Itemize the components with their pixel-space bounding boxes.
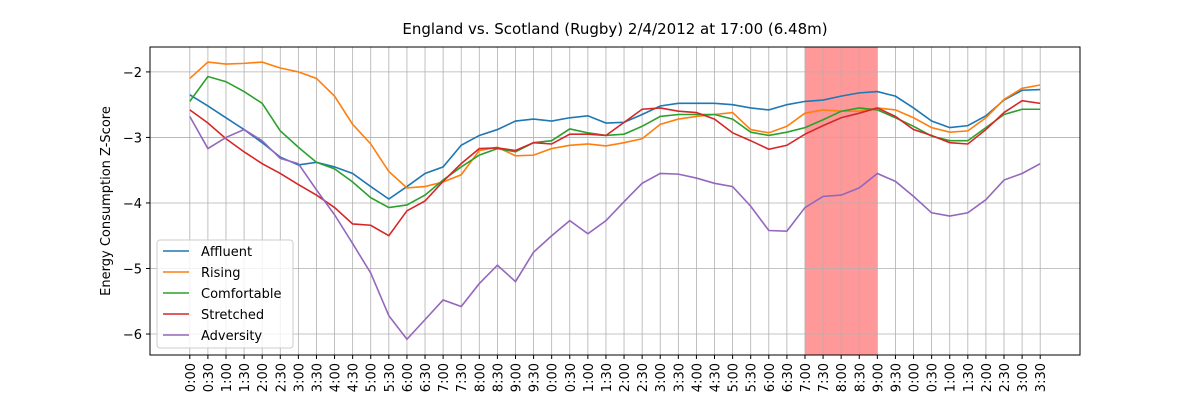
x-tick-label: 7:30 <box>817 363 832 392</box>
x-tick-label: 8:00 <box>835 363 850 392</box>
y-axis-label: Energy Consumption Z-Score <box>99 106 114 296</box>
x-tick-label: 4:30 <box>347 363 362 392</box>
x-tick-label: 2:00 <box>618 363 633 392</box>
x-tick-label: 2:00 <box>980 363 995 392</box>
x-tick-label: 8:00 <box>473 363 488 392</box>
x-tick-label: 5:00 <box>727 363 742 392</box>
x-tick-label: 9:30 <box>528 363 543 392</box>
legend-label: Adversity <box>201 329 262 344</box>
chart-title: England vs. Scotland (Rugby) 2/4/2012 at… <box>402 20 827 38</box>
x-tick-label: 3:00 <box>1016 363 1031 392</box>
x-tick-label: 8:30 <box>491 363 506 392</box>
legend-box <box>156 239 294 349</box>
x-tick-label: 6:30 <box>781 363 796 392</box>
x-tick-label: 7:00 <box>799 363 814 392</box>
x-tick-label: 1:00 <box>944 363 959 392</box>
x-tick-label: 3:30 <box>1034 363 1049 392</box>
y-tick-label: −2 <box>123 66 142 81</box>
y-tick-label: −3 <box>123 131 142 146</box>
x-tick-label: 1:30 <box>600 363 615 392</box>
x-tick-label: 6:00 <box>401 363 416 392</box>
x-tick-label: 2:30 <box>274 363 289 392</box>
x-tick-label: 4:00 <box>690 363 705 392</box>
x-tick-label: 9:00 <box>871 363 886 392</box>
y-tick-label: −6 <box>123 328 142 343</box>
x-tick-label: 0:00 <box>908 363 923 392</box>
x-tick-label: 0:30 <box>926 363 941 392</box>
x-tick-label: 9:00 <box>509 363 524 392</box>
x-tick-label: 2:30 <box>998 363 1013 392</box>
x-tick-label: 0:30 <box>564 363 579 392</box>
x-tick-label: 7:00 <box>437 363 452 392</box>
y-tick-label: −5 <box>123 262 142 277</box>
x-tick-label: 5:30 <box>745 363 760 392</box>
x-tick-label: 5:00 <box>365 363 380 392</box>
series-line <box>189 88 1041 201</box>
series-line <box>189 61 1041 189</box>
x-tick-label: 2:30 <box>636 363 651 392</box>
y-tick-label: −4 <box>123 197 142 212</box>
x-tick-label: 3:30 <box>310 363 325 392</box>
legend-label: Stretched <box>201 308 264 323</box>
x-tick-label: 6:00 <box>763 363 778 392</box>
x-tick-label: 3:30 <box>672 363 687 392</box>
x-tick-label: 3:00 <box>292 363 307 392</box>
x-tick-label: 0:00 <box>546 363 561 392</box>
x-tick-label: 6:30 <box>419 363 434 392</box>
series-line <box>189 99 1041 237</box>
x-tick-label: 9:30 <box>889 363 904 392</box>
series-line <box>189 75 1041 209</box>
x-tick-label: 0:30 <box>202 363 217 392</box>
x-tick-label: 1:00 <box>582 363 597 392</box>
x-tick-label: 3:00 <box>654 363 669 392</box>
x-tick-label: 7:30 <box>455 363 470 392</box>
x-tick-label: 2:00 <box>256 363 271 392</box>
x-tick-label: 5:30 <box>383 363 398 392</box>
x-tick-label: 1:30 <box>238 363 253 392</box>
legend-label: Affluent <box>201 245 252 260</box>
x-tick-label: 4:30 <box>709 363 724 392</box>
series-line <box>189 116 1041 341</box>
x-tick-label: 1:30 <box>962 363 977 392</box>
x-tick-label: 8:30 <box>853 363 868 392</box>
x-tick-label: 4:00 <box>329 363 344 392</box>
plot-frame <box>149 46 1081 356</box>
legend-label: Rising <box>201 266 241 281</box>
x-tick-label: 0:00 <box>184 363 199 392</box>
legend-label: Comfortable <box>201 287 282 302</box>
x-tick-label: 1:00 <box>220 363 235 392</box>
